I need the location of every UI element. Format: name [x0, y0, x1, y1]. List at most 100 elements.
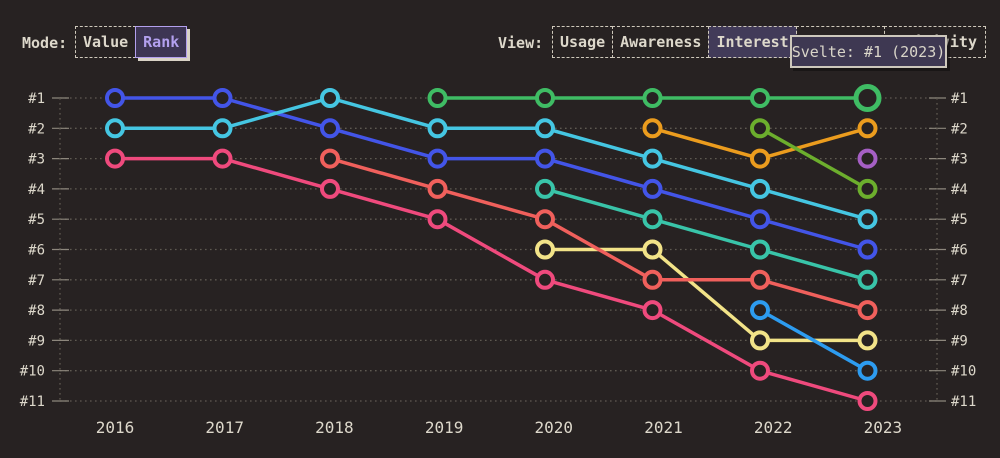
- data-point-Svelte-2019[interactable]: [427, 88, 448, 108]
- rank-label-right: #5: [951, 212, 968, 228]
- data-point-Svelte-2023[interactable]: [853, 84, 882, 112]
- data-point-blue-2020[interactable]: [535, 148, 555, 169]
- series-line-rose: [113, 156, 870, 403]
- data-point-blue-2021[interactable]: [642, 178, 663, 199]
- rank-label-right: #1: [951, 91, 968, 107]
- data-point-rose-2019[interactable]: [427, 209, 448, 230]
- data-point-coral-2022[interactable]: [750, 269, 770, 290]
- series-line-sky: [758, 308, 870, 373]
- data-point-Svelte-2022[interactable]: [750, 88, 770, 108]
- view-button-interest[interactable]: Interest: [708, 26, 797, 58]
- series-line-blue: [113, 96, 870, 252]
- year-label: 2018: [315, 418, 354, 437]
- axis-labels: #1 #1 #2 #2 #3 #3 #4 #4 #5 #5 #6 #6 #7 #7 #8 #8 #9 #9 #10 #…: [20, 91, 977, 437]
- data-point-blue-2018[interactable]: [320, 118, 340, 139]
- year-label: 2016: [96, 418, 135, 437]
- data-point-yellow-2023[interactable]: [857, 330, 878, 351]
- year-label: 2021: [644, 418, 683, 437]
- rank-label-left: #11: [20, 394, 45, 410]
- data-point-rose-2020[interactable]: [535, 269, 555, 290]
- data-point-yellow-2020[interactable]: [535, 239, 555, 260]
- data-point-rose-2018[interactable]: [320, 178, 340, 199]
- rank-label-right: #4: [951, 182, 968, 198]
- data-point-rose-2021[interactable]: [642, 300, 663, 321]
- data-point-teal-2022[interactable]: [750, 239, 770, 260]
- data-point-Svelte-2020[interactable]: [535, 88, 555, 108]
- data-point-blue-2019[interactable]: [427, 148, 448, 169]
- data-point-yellow-2021[interactable]: [642, 239, 663, 260]
- data-point-coral-2021[interactable]: [642, 269, 663, 290]
- rank-label-left: #9: [28, 333, 45, 349]
- rank-label-right: #10: [951, 364, 976, 380]
- data-point-coral-2018[interactable]: [320, 148, 340, 169]
- data-point-coral-2023[interactable]: [857, 300, 878, 321]
- year-label: 2023: [864, 418, 903, 437]
- chart-tooltip: Svelte: #1 (2023): [790, 35, 947, 68]
- year-label: 2020: [535, 418, 574, 437]
- data-point-yellow-2022[interactable]: [750, 330, 770, 351]
- mode-label: Mode:: [22, 34, 68, 52]
- data-point-orange-2021[interactable]: [642, 118, 663, 139]
- data-point-lime-2022[interactable]: [750, 118, 770, 139]
- series-line-lime: [758, 126, 870, 191]
- data-point-cyan-2023[interactable]: [857, 209, 878, 230]
- data-point-blue-2022[interactable]: [750, 209, 770, 230]
- mode-button-value[interactable]: Value: [75, 26, 137, 58]
- data-point-cyan-2020[interactable]: [535, 118, 555, 139]
- data-point-lime-2023[interactable]: [857, 178, 878, 199]
- rank-label-right: #11: [951, 394, 976, 410]
- data-point-coral-2019[interactable]: [427, 178, 448, 199]
- view-button-awareness[interactable]: Awareness: [612, 26, 710, 58]
- data-point-coral-2020[interactable]: [535, 209, 555, 230]
- rank-label-left: #10: [20, 364, 45, 380]
- data-point-rose-2016[interactable]: [105, 148, 125, 169]
- data-point-blue-2017[interactable]: [212, 88, 233, 108]
- series-line-teal: [543, 187, 870, 282]
- rank-label-right: #2: [951, 121, 968, 137]
- data-point-sky-2022[interactable]: [750, 300, 770, 321]
- data-point-cyan-2016[interactable]: [105, 118, 125, 139]
- rank-label-left: #6: [28, 243, 45, 259]
- rank-label-right: #9: [951, 333, 968, 349]
- rank-label-left: #3: [28, 152, 45, 168]
- rank-label-left: #7: [28, 273, 45, 289]
- data-point-teal-2021[interactable]: [642, 209, 663, 230]
- data-point-blue-2016[interactable]: [105, 88, 125, 108]
- rank-label-left: #8: [28, 303, 45, 319]
- data-point-rose-2017[interactable]: [212, 148, 233, 169]
- year-label: 2019: [425, 418, 464, 437]
- data-point-cyan-2021[interactable]: [642, 148, 663, 169]
- mode-button-rank[interactable]: Rank: [135, 26, 188, 58]
- data-point-blue-2023[interactable]: [857, 239, 878, 260]
- series: [105, 84, 882, 411]
- data-point-purple-2023[interactable]: [857, 148, 878, 169]
- rank-label-right: #8: [951, 303, 968, 319]
- rank-label-right: #6: [951, 243, 968, 259]
- rank-label-right: #3: [951, 152, 968, 168]
- rank-label-right: #7: [951, 273, 968, 289]
- data-point-cyan-2022[interactable]: [750, 178, 770, 199]
- data-point-rose-2022[interactable]: [750, 360, 770, 381]
- mode-toggle-group: Value Rank: [75, 26, 188, 58]
- year-label: 2022: [754, 418, 793, 437]
- view-label: View:: [498, 34, 544, 52]
- year-label: 2017: [205, 418, 244, 437]
- data-point-cyan-2019[interactable]: [427, 118, 448, 139]
- data-point-sky-2023[interactable]: [857, 360, 878, 381]
- series-line-coral: [328, 156, 870, 312]
- data-point-rose-2023[interactable]: [857, 391, 878, 411]
- rank-label-left: #4: [28, 182, 45, 198]
- data-point-Svelte-2021[interactable]: [642, 88, 663, 108]
- data-point-orange-2023[interactable]: [857, 118, 878, 139]
- data-point-teal-2020[interactable]: [535, 178, 555, 199]
- rank-label-left: #5: [28, 212, 45, 228]
- view-button-usage[interactable]: Usage: [552, 26, 614, 58]
- rank-label-left: #1: [28, 91, 45, 107]
- rank-label-left: #2: [28, 121, 45, 137]
- data-point-cyan-2018[interactable]: [320, 88, 340, 108]
- data-point-teal-2023[interactable]: [857, 269, 878, 290]
- data-point-orange-2022[interactable]: [750, 148, 770, 169]
- data-point-cyan-2017[interactable]: [212, 118, 233, 139]
- series-line-cyan: [113, 96, 870, 221]
